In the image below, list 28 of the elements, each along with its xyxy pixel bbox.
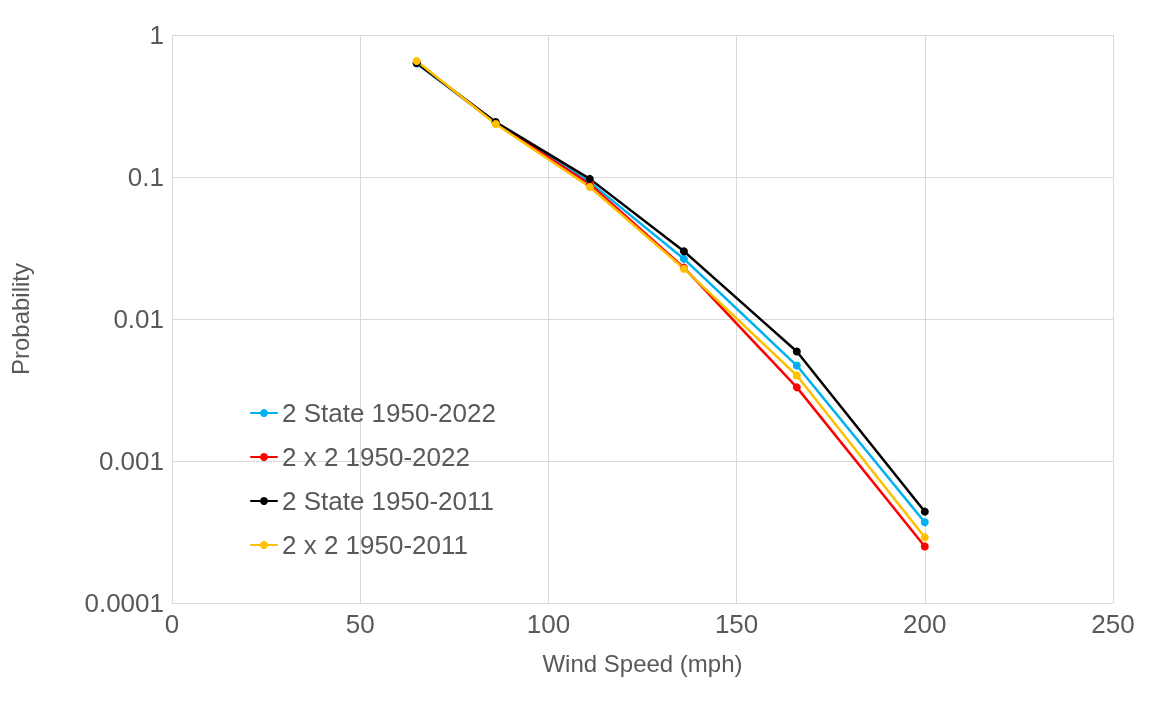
x-tick-label: 200 <box>903 609 947 639</box>
x-tick-label: 250 <box>1091 609 1135 639</box>
x-axis-title: Wind Speed (mph) <box>542 649 743 677</box>
point <box>920 533 929 542</box>
y-tick-label: 0.01 <box>113 304 164 334</box>
point <box>792 371 801 380</box>
legend-label: 2 State 1950-2022 <box>282 398 496 428</box>
point <box>920 518 929 527</box>
point <box>792 347 801 356</box>
legend-label: 2 State 1950-2011 <box>282 486 495 516</box>
y-tick-label: 0.1 <box>127 162 164 192</box>
legend-label: 2 x 2 1950-2022 <box>282 442 470 472</box>
y-axis-title: Probability <box>6 262 34 376</box>
y-tick-label: 1 <box>149 20 164 50</box>
x-tick-label: 0 <box>164 609 180 639</box>
point <box>920 542 929 551</box>
point <box>920 507 929 516</box>
point <box>792 383 801 392</box>
x-tick-label: 150 <box>714 609 759 639</box>
legend-label: 2 x 2 1950-2011 <box>282 530 468 560</box>
point <box>585 174 594 183</box>
point <box>792 361 801 370</box>
x-tick-label: 50 <box>345 609 375 639</box>
point <box>679 247 688 256</box>
point <box>679 254 688 263</box>
y-tick-label: 0.0001 <box>84 588 164 618</box>
x-tick-label: 100 <box>526 609 571 639</box>
y-tick-label: 0.001 <box>98 446 164 476</box>
